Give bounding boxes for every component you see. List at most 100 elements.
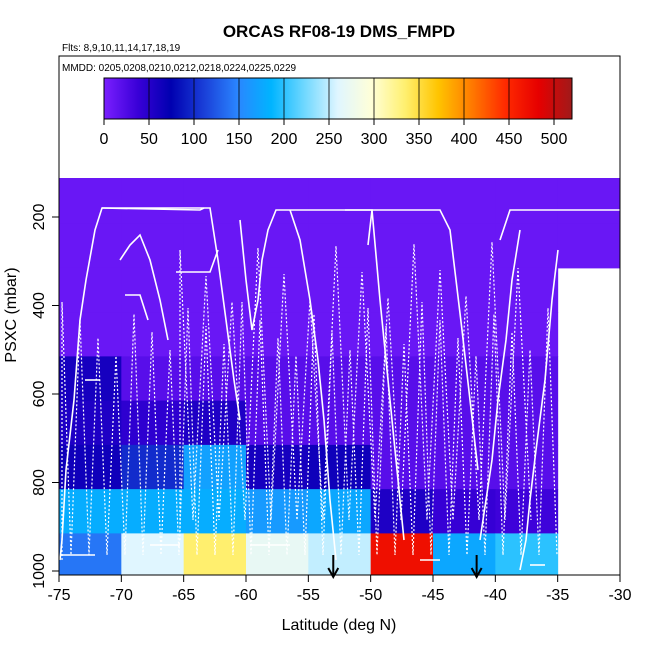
colorbar-tick-label: 450 bbox=[496, 131, 523, 148]
heatmap-cell bbox=[495, 444, 559, 490]
heatmap-cell bbox=[308, 223, 372, 269]
flight-track-lines bbox=[59, 207, 620, 571]
flight-track-line bbox=[176, 249, 219, 273]
heatmap-cell bbox=[121, 533, 185, 575]
heatmap-cell bbox=[433, 178, 496, 225]
x-tick-label: -55 bbox=[297, 587, 320, 604]
heatmap-cell bbox=[370, 178, 434, 225]
down-arrow-head bbox=[327, 567, 340, 580]
heatmap-cell bbox=[433, 444, 496, 490]
colorbar: 0 50 100 150 200 250 300 350 400 450 500 bbox=[100, 77, 573, 148]
heatmap-cell bbox=[121, 400, 185, 446]
heatmap-cell bbox=[121, 223, 185, 269]
heatmap-cell bbox=[59, 223, 122, 269]
heatmap-cell bbox=[59, 533, 122, 575]
heatmap-cell bbox=[246, 178, 309, 225]
heatmap-cell bbox=[59, 312, 122, 357]
colorbar-tick-label: 350 bbox=[406, 131, 433, 148]
x-tick-label: -50 bbox=[359, 587, 382, 604]
heatmap-cell bbox=[121, 178, 185, 225]
flight-track-line bbox=[499, 209, 620, 241]
heatmap-cell bbox=[246, 533, 309, 575]
heatmap-cell bbox=[495, 223, 559, 269]
flight-track-line bbox=[289, 209, 337, 561]
x-axis-label: Latitude (deg N) bbox=[282, 617, 397, 634]
y-axis-ticks: 200 400 600 800 1000 bbox=[31, 204, 59, 589]
plot-frame bbox=[58, 55, 621, 576]
heatmap-cell bbox=[183, 267, 247, 313]
x-tick-label: -75 bbox=[47, 587, 70, 604]
heatmap-cell bbox=[59, 178, 122, 225]
y-tick-label: 800 bbox=[31, 469, 48, 496]
x-tick-label: -65 bbox=[172, 587, 195, 604]
heatmap-cell bbox=[308, 267, 372, 313]
flights-note: Flts: 8,9,10,11,14,17,18,19 bbox=[62, 43, 181, 54]
flight-track-line bbox=[239, 209, 373, 331]
colorbar-tick-label: 150 bbox=[226, 131, 253, 148]
heatmap-cell bbox=[370, 400, 434, 446]
heatmap-cell bbox=[183, 178, 247, 225]
colorbar-gradient bbox=[103, 77, 573, 120]
heatmap-cell bbox=[59, 356, 122, 402]
x-tick-label: -30 bbox=[608, 587, 631, 604]
colorbar-tick-label: 200 bbox=[271, 131, 298, 148]
x-tick-label: -70 bbox=[110, 587, 133, 604]
y-tick-label: 600 bbox=[31, 381, 48, 408]
flight-track-line bbox=[119, 233, 169, 341]
chart-title: ORCAS RF08-19 DMS_FMPD bbox=[223, 22, 455, 41]
flight-track-line bbox=[59, 207, 241, 561]
heatmap-cell bbox=[246, 489, 309, 534]
heatmap-cell bbox=[433, 267, 496, 313]
heatmap-cell bbox=[121, 356, 185, 402]
down-arrow-head bbox=[470, 567, 483, 580]
heatmap-cell bbox=[557, 223, 620, 269]
y-tick-label: 1000 bbox=[31, 553, 48, 589]
flight-profile-dotted bbox=[179, 241, 532, 540]
x-tick-label: -40 bbox=[484, 587, 507, 604]
heatmap-cell bbox=[183, 489, 247, 534]
heatmap-cell bbox=[246, 223, 309, 269]
heatmap-cell bbox=[59, 444, 122, 490]
y-tick-label: 200 bbox=[31, 204, 48, 231]
heatmap-cell bbox=[495, 400, 559, 446]
x-tick-label: -45 bbox=[421, 587, 444, 604]
heatmap-cell bbox=[308, 178, 372, 225]
colorbar-tick-label: 50 bbox=[140, 131, 158, 148]
heatmap-cell bbox=[121, 267, 185, 313]
y-tick-label: 400 bbox=[31, 292, 48, 319]
heatmap-cell bbox=[370, 444, 434, 490]
arrow-markers bbox=[327, 555, 483, 580]
heatmap-cell bbox=[121, 444, 185, 490]
y-axis-label: PSXC (mbar) bbox=[3, 267, 20, 362]
heatmap-cell bbox=[370, 533, 434, 575]
colorbar-ticks: 0 50 100 150 200 250 300 350 400 450 500 bbox=[100, 78, 568, 148]
colorbar-tick-label: 300 bbox=[361, 131, 388, 148]
heatmap-cell bbox=[246, 444, 309, 490]
flight-track-line bbox=[125, 294, 149, 321]
heatmap-cell bbox=[433, 400, 496, 446]
colorbar-tick-label: 500 bbox=[541, 131, 568, 148]
colorbar-tick-label: 400 bbox=[451, 131, 478, 148]
heatmap-cell bbox=[183, 400, 247, 446]
heatmap-cell bbox=[557, 178, 620, 225]
flight-track-line bbox=[345, 209, 479, 471]
heatmap-cell bbox=[121, 489, 185, 534]
x-axis-ticks: -75 -70 -65 -60 -55 -50 -45 -40 -35 -30 bbox=[47, 575, 632, 604]
heatmap-cell bbox=[495, 178, 559, 225]
x-tick-label: -60 bbox=[234, 587, 257, 604]
colorbar-tick-label: 250 bbox=[316, 131, 343, 148]
heatmap-cell bbox=[59, 267, 122, 313]
heatmap-cell bbox=[495, 356, 559, 402]
heatmap-cells bbox=[59, 178, 620, 575]
flight-track-line bbox=[101, 207, 205, 211]
heatmap-cell bbox=[370, 356, 434, 402]
heatmap-cell bbox=[308, 312, 372, 357]
colorbar-tick-label: 100 bbox=[181, 131, 208, 148]
x-tick-label: -35 bbox=[546, 587, 569, 604]
heatmap-cell bbox=[495, 267, 559, 313]
heatmap-cell bbox=[183, 312, 247, 357]
colorbar-tick-label: 0 bbox=[100, 131, 109, 148]
flight-profile-dotted bbox=[61, 301, 558, 560]
heatmap-cell bbox=[370, 223, 434, 269]
